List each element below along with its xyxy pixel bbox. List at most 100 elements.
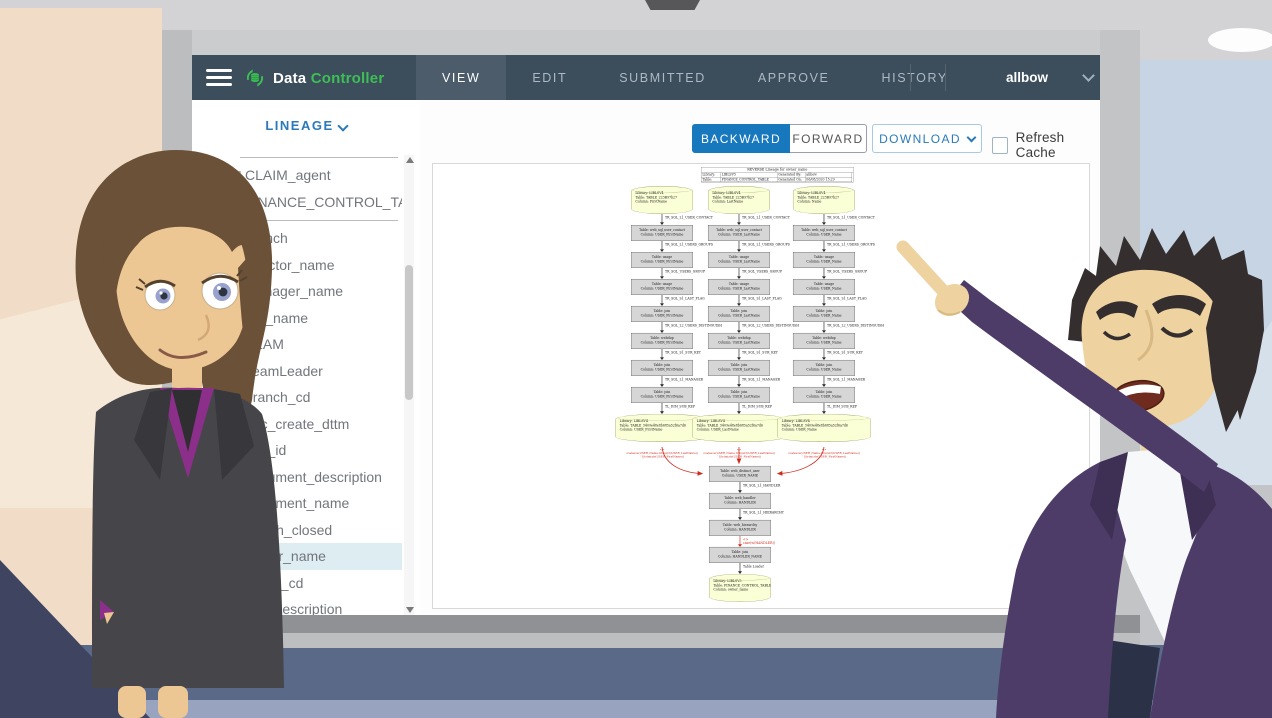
lineage-edge: TR_SQL_S1_LAST_FLAG — [789, 294, 867, 306]
scroll-up-icon[interactable] — [406, 157, 414, 163]
refresh-cache-checkbox[interactable] — [992, 136, 1008, 154]
tab-view[interactable]: VIEW — [416, 55, 507, 100]
lineage-edge: TR_SQL_L1_USERS_GROUPS — [789, 240, 875, 252]
tab-approve[interactable]: APPROVE — [757, 70, 830, 85]
lineage-table-node: Table: webdup Column: USER_FirstName — [630, 332, 693, 349]
scrollbar-thumb[interactable] — [405, 265, 413, 400]
lineage-table-node: Table: web_distinct_user Column: USER_NAM… — [708, 465, 771, 482]
header-key: Generated On: — [777, 177, 806, 182]
lineage-edge-label: TR_SQL_S1_SUR_KEY — [664, 350, 701, 355]
lineage-table-node: Table: usage Column: USER_LastName — [707, 278, 770, 295]
sidebar-separator — [192, 215, 402, 225]
monitor-frame-bottom — [162, 615, 1140, 633]
backward-button[interactable]: BACKWARD — [692, 124, 790, 153]
lineage-source-node: Library: LIBLSV4 Table: TABLE_223B97b27 Co… — [792, 185, 855, 214]
brand-text: Data Controller — [273, 69, 385, 87]
lineage-edge-label: TR_SQL_S1_SUR_KEY — [826, 350, 863, 355]
lineage-edge: TR_SQL_L1_MANAGER — [704, 375, 780, 387]
lineage-edge-label: TR_SQL_L1_USERS_GROUPS — [741, 242, 790, 247]
lineage-dim-node: Library: LIBLSV4 Table: TABLE_5409e48e8b6… — [777, 413, 871, 442]
tab-submitted[interactable]: SUBMITTED — [619, 70, 706, 85]
lineage-canvas: REVERSE Lineage for owner_name Library: L… — [432, 163, 1090, 609]
lineage-edge: TR_SQL_L1_MANAGER — [627, 375, 703, 387]
lineage-column: Library: LIBLSV4 Table: TABLE_223B97b27 Co… — [615, 185, 722, 442]
download-button[interactable]: DOWNLOAD — [872, 124, 982, 153]
lineage-table-node: Table: usage Column: USER_Name — [792, 278, 855, 295]
lineage-edge: Table Loader — [705, 562, 775, 574]
lineage-table-node: Table: join Column: USER_LastName — [707, 359, 770, 376]
lineage-source-node: Library: LIBLSV4 Table: TABLE_223B97b27 Co… — [630, 185, 693, 214]
lineage-edge-label: Table Loader — [742, 564, 764, 569]
lineage-edge-label: TR_SQL_USERS_GROUP — [826, 269, 868, 274]
lineage-edge-label: TR_SQL_L1_USERS_GROUPS — [664, 242, 713, 247]
lineage-item-list: ⊞CLAIM_agent⊞FINANCE_CONTROL_TABLEbranch… — [192, 152, 402, 615]
monitor-frame-top — [162, 30, 1140, 55]
lineage-edge-label: TL_DIM_SUB_REF — [826, 404, 858, 409]
lineage-edge-label: TR_SQL_S1_LAST_FLAG — [741, 296, 782, 301]
lineage-table-node: Table: web_hierarchy Column: HANDLER — [708, 519, 771, 536]
ceiling-notch — [645, 0, 700, 10]
lineage-edge: TR_SQL_L1_USERS_GROUPS — [704, 240, 790, 252]
refresh-cache-control[interactable]: Refresh Cache — [992, 130, 1100, 160]
lineage-edge: TR_SQL_USERS_GROUP — [627, 267, 705, 279]
sidebar-item-label: doc_create_dttm — [245, 415, 350, 432]
lineage-edge-label: <> case(w(HANDLER)) — [742, 537, 775, 545]
lineage-table-node: Table: usage Column: USER_Name — [792, 251, 855, 268]
lineage-edge-label: TR_SQL_L1_USERS_GROUPS — [826, 242, 875, 247]
lineage-table-node: Table: join Column: USER_Name — [792, 386, 855, 403]
refresh-cache-label: Refresh Cache — [1015, 130, 1065, 160]
lineage-source-node: Library: LIBLSV4 Table: TABLE_223B97b27 Co… — [707, 185, 770, 214]
header-value: LIBLSV5 — [720, 172, 778, 178]
lineage-table-node: Table: webdup Column: USER_Name — [792, 332, 855, 349]
tab-history[interactable]: HISTORY — [881, 70, 948, 85]
lineage-column: Library: LIBLSV4 Table: TABLE_223B97b27 Co… — [777, 185, 884, 442]
lineage-dropdown[interactable]: LINEAGE — [192, 118, 420, 133]
lineage-table-node: Table: join Column: USER_Name — [792, 359, 855, 376]
lineage-edge-label: TR_SQL_USERS_GROUP — [664, 269, 706, 274]
user-menu[interactable]: allbow — [1005, 70, 1048, 85]
lineage-edge-label: TR_SQL_L2_USERS_DISTINGUISH — [741, 323, 799, 328]
sidebar-item-label: FINANCE_CONTROL_TABLE — [245, 193, 402, 210]
lineage-edge: TR_SQL_L1_HIERARCHY — [705, 508, 784, 520]
tab-edit[interactable]: EDIT — [532, 70, 568, 85]
lineage-edge: TL_DIM_SUB_REF — [789, 402, 859, 414]
header-value: FINANCE_CONTROL_TABLE — [720, 177, 778, 182]
sidebar-item-TeamLeader[interactable]: TeamLeader — [192, 358, 402, 385]
lineage-table-node: Table: web_sql_user_contact Column: USER_… — [707, 224, 770, 241]
lineage-red-annotation: <> coalesce(USER_Name,trim(str(USER_LastN… — [703, 447, 775, 459]
lineage-edge: TR_SQL_S1_SUR_KEY — [789, 348, 863, 360]
lineage-edge: TR_SQL_L2_USERS_DISTINGUISH — [627, 321, 722, 333]
lineage-diagram: REVERSE Lineage for owner_name Library: L… — [593, 164, 893, 608]
database-recycle-icon — [246, 69, 264, 87]
lineage-table-node: Table: web_sql_user_contact Column: USER_… — [792, 224, 855, 241]
nav-divider — [910, 64, 911, 91]
scroll-down-icon[interactable] — [406, 607, 414, 613]
header-key: Generated By: — [777, 172, 806, 178]
lineage-header-table: REVERSE Lineage for owner_name Library: L… — [700, 166, 854, 183]
lineage-edge: TR_SQL_L1_USERS_GROUPS — [627, 240, 713, 252]
lineage-red-annotation: <> coalesce(USER_Name,trim(str(USER_LastN… — [788, 447, 860, 459]
lineage-edge: TR_SQL_USERS_GROUP — [704, 267, 782, 279]
chevron-down-icon — [336, 120, 349, 132]
forward-button[interactable]: FORWARD — [790, 124, 867, 153]
lineage-edge-label: TR_SQL_L1_USER_CONTACT — [664, 215, 713, 220]
hamburger-menu-icon[interactable] — [206, 69, 232, 86]
chevron-down-icon — [966, 132, 977, 143]
sidebar-separator — [192, 152, 402, 162]
lineage-red-annotation: <> coalesce(USER_Name,trim(str(USER_LastN… — [626, 447, 698, 459]
lineage-edge-label: TR_SQL_L1_USER_CONTACT — [826, 215, 875, 220]
lineage-edge-label: TL_DIM_SUB_REF — [664, 404, 696, 409]
lineage-title: REVERSE Lineage for owner_name — [701, 167, 854, 173]
lineage-edge: TR_SQL_S1_LAST_FLAG — [627, 294, 705, 306]
sidebar-item-label: CLAIM_agent — [245, 167, 331, 184]
lineage-table-node: Table: usage Column: USER_LastName — [707, 251, 770, 268]
lineage-edge-label: TR_SQL_L1_MANAGER — [741, 377, 781, 382]
lineage-table-node: Table: join Column: USER_Name — [792, 305, 855, 322]
lineage-edge: TL_DIM_SUB_REF — [627, 402, 697, 414]
nav-divider — [945, 64, 946, 91]
lineage-edge: TR_SQL_L1_USER_CONTACT — [704, 213, 790, 225]
lineage-table-node: Table: webdup Column: USER_LastName — [707, 332, 770, 349]
lineage-edge: TR_SQL_L2_USERS_DISTINGUISH — [704, 321, 799, 333]
sidebar-scrollbar[interactable] — [404, 155, 414, 615]
lineage-column: Library: LIBLSV4 Table: TABLE_223B97b27 Co… — [692, 185, 799, 442]
